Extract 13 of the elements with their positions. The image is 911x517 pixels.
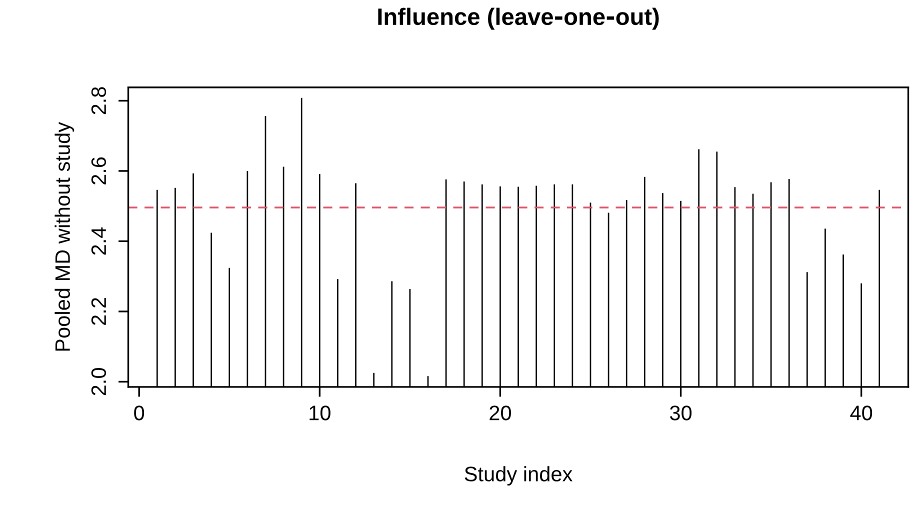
- x-tick-label: 0: [134, 406, 144, 420]
- x-tick-label: 10: [310, 406, 330, 420]
- x-tick-label: 20: [490, 406, 511, 420]
- y-axis-title: Pooled MD without study: [54, 122, 74, 351]
- x-tick-label: 40: [850, 406, 872, 420]
- chart-title: Influence (leave‑one‑out): [378, 8, 659, 30]
- y-tick-label: 2.6: [91, 157, 106, 184]
- y-tick-label: 2.2: [91, 298, 106, 325]
- x-axis-title: Study index: [464, 466, 572, 486]
- y-tick-label: 2.4: [91, 227, 106, 255]
- y-tick-label: 2.0: [91, 368, 106, 396]
- x-tick-label: 30: [670, 406, 692, 420]
- y-tick-label: 2.8: [91, 87, 106, 114]
